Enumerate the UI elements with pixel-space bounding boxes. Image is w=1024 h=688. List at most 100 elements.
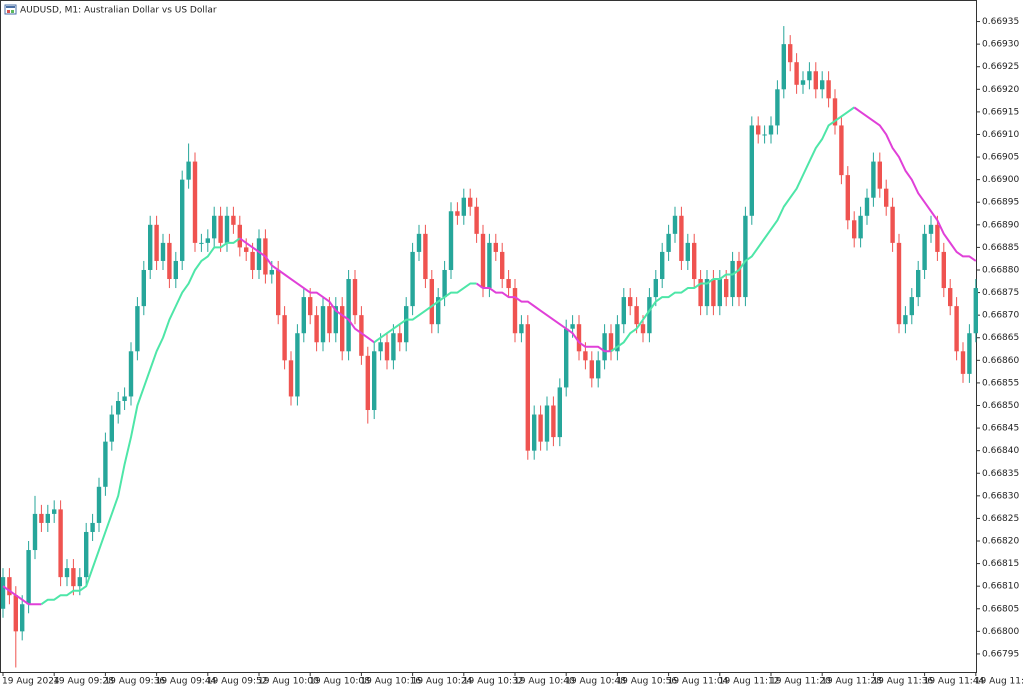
- candle-body: [352, 279, 358, 316]
- ma-line: [476, 282, 611, 353]
- candle-body: [128, 351, 134, 397]
- candle-body: [506, 279, 511, 289]
- candle-body: [653, 279, 658, 298]
- candle-body: [685, 242, 690, 261]
- y-tick-label: 0.66830: [982, 491, 1019, 501]
- candle-body: [884, 188, 889, 207]
- candle-body: [538, 414, 543, 442]
- candle-body: [474, 206, 479, 234]
- candle-body: [224, 215, 230, 243]
- y-tick-label: 0.66930: [982, 40, 1019, 50]
- candle-body: [698, 279, 703, 307]
- candle-body: [244, 247, 249, 252]
- candle-body: [916, 269, 921, 298]
- candle-body: [103, 441, 108, 487]
- candle-body: [493, 242, 498, 252]
- x-tick-label: 19 Aug 09:36: [104, 677, 165, 687]
- candle-body: [90, 522, 95, 532]
- candle-body: [570, 324, 575, 329]
- y-tick-label: 0.66815: [982, 559, 1019, 569]
- icon-frame: [4, 4, 17, 15]
- candle-body: [288, 360, 294, 397]
- ma-line: [239, 237, 375, 344]
- x-tick-label: 19 Aug 10:00: [258, 677, 319, 687]
- candle-body: [212, 215, 217, 239]
- candle-body: [666, 233, 671, 252]
- candle-body: [941, 251, 946, 289]
- candle-body: [135, 306, 140, 352]
- candle-body: [903, 315, 908, 325]
- candle-body: [960, 351, 966, 374]
- y-tick-label: 0.66870: [982, 311, 1019, 321]
- candle-body: [52, 509, 57, 514]
- candle-body: [416, 233, 422, 252]
- candle-body: [250, 251, 255, 270]
- candle-body: [749, 125, 754, 216]
- candle-body: [807, 71, 812, 81]
- candle-body: [45, 513, 50, 523]
- x-tick-label: 19 Aug 09:28: [53, 677, 114, 687]
- candle-body: [186, 161, 191, 180]
- candle-body: [7, 577, 12, 596]
- candle-body: [544, 405, 550, 442]
- candle-body: [768, 125, 774, 135]
- candle-body: [640, 324, 646, 334]
- x-tick-label: 19 Aug 11:44: [924, 677, 985, 687]
- candle-body: [173, 260, 178, 280]
- candle-body: [896, 242, 902, 325]
- x-tick-label: 19 Aug 11:36: [872, 677, 933, 687]
- candle-body: [180, 179, 185, 261]
- x-tick-label: 19 Aug 10:48: [565, 677, 626, 687]
- ma-line: [40, 237, 241, 606]
- candle-body: [487, 242, 492, 289]
- candle-body: [269, 269, 274, 275]
- candle-body: [532, 414, 537, 451]
- candle-body: [109, 414, 114, 442]
- y-tick-label: 0.66895: [982, 198, 1019, 208]
- y-tick-label: 0.66905: [982, 153, 1019, 163]
- candle-body: [672, 215, 678, 234]
- y-tick-label: 0.66875: [982, 288, 1019, 298]
- candle-body: [391, 333, 396, 361]
- y-tick-label: 0.66900: [982, 175, 1019, 185]
- ma-line: [853, 106, 977, 262]
- candle-body: [948, 288, 953, 307]
- y-tick-label: 0.66820: [982, 537, 1019, 547]
- candle-body: [922, 233, 927, 270]
- x-tick-label: 19 Aug 10:56: [616, 677, 677, 687]
- candle-body: [596, 360, 601, 379]
- candle-body: [154, 224, 159, 261]
- icon-bar: [6, 6, 15, 8]
- plot-frame: [0, 0, 977, 673]
- candle-body: [794, 62, 799, 85]
- candle-body: [378, 342, 383, 352]
- candle-body: [839, 125, 844, 176]
- y-tick-label: 0.66915: [982, 107, 1019, 117]
- candle-body: [442, 269, 447, 298]
- candle-body: [340, 306, 345, 352]
- candle-body: [660, 251, 665, 280]
- y-tick-label: 0.66845: [982, 424, 1019, 434]
- y-tick-label: 0.66810: [982, 582, 1019, 592]
- x-tick-label: 19 Aug 10:16: [360, 677, 421, 687]
- candle-body: [800, 80, 806, 85]
- y-tick-label: 0.66880: [982, 265, 1019, 275]
- x-tick-label: 19 Aug 09:52: [207, 677, 268, 687]
- candle-body: [781, 44, 786, 90]
- icon-cell: [7, 10, 10, 13]
- candle-body: [410, 251, 415, 307]
- candle-body: [832, 98, 838, 126]
- candle-body: [647, 297, 652, 334]
- y-tick-label: 0.66835: [982, 469, 1019, 479]
- x-tick-label: 19 Aug 11:12: [719, 677, 780, 687]
- ma-line: [2, 585, 42, 606]
- candle-body: [116, 400, 121, 415]
- candle-body: [64, 568, 70, 578]
- candle-body: [743, 215, 748, 298]
- candle-body: [877, 161, 882, 189]
- candle-body: [429, 279, 434, 325]
- candle-body: [500, 251, 505, 280]
- candle-body: [864, 197, 870, 216]
- candle-body: [13, 595, 18, 632]
- y-tick-label: 0.66800: [982, 627, 1019, 637]
